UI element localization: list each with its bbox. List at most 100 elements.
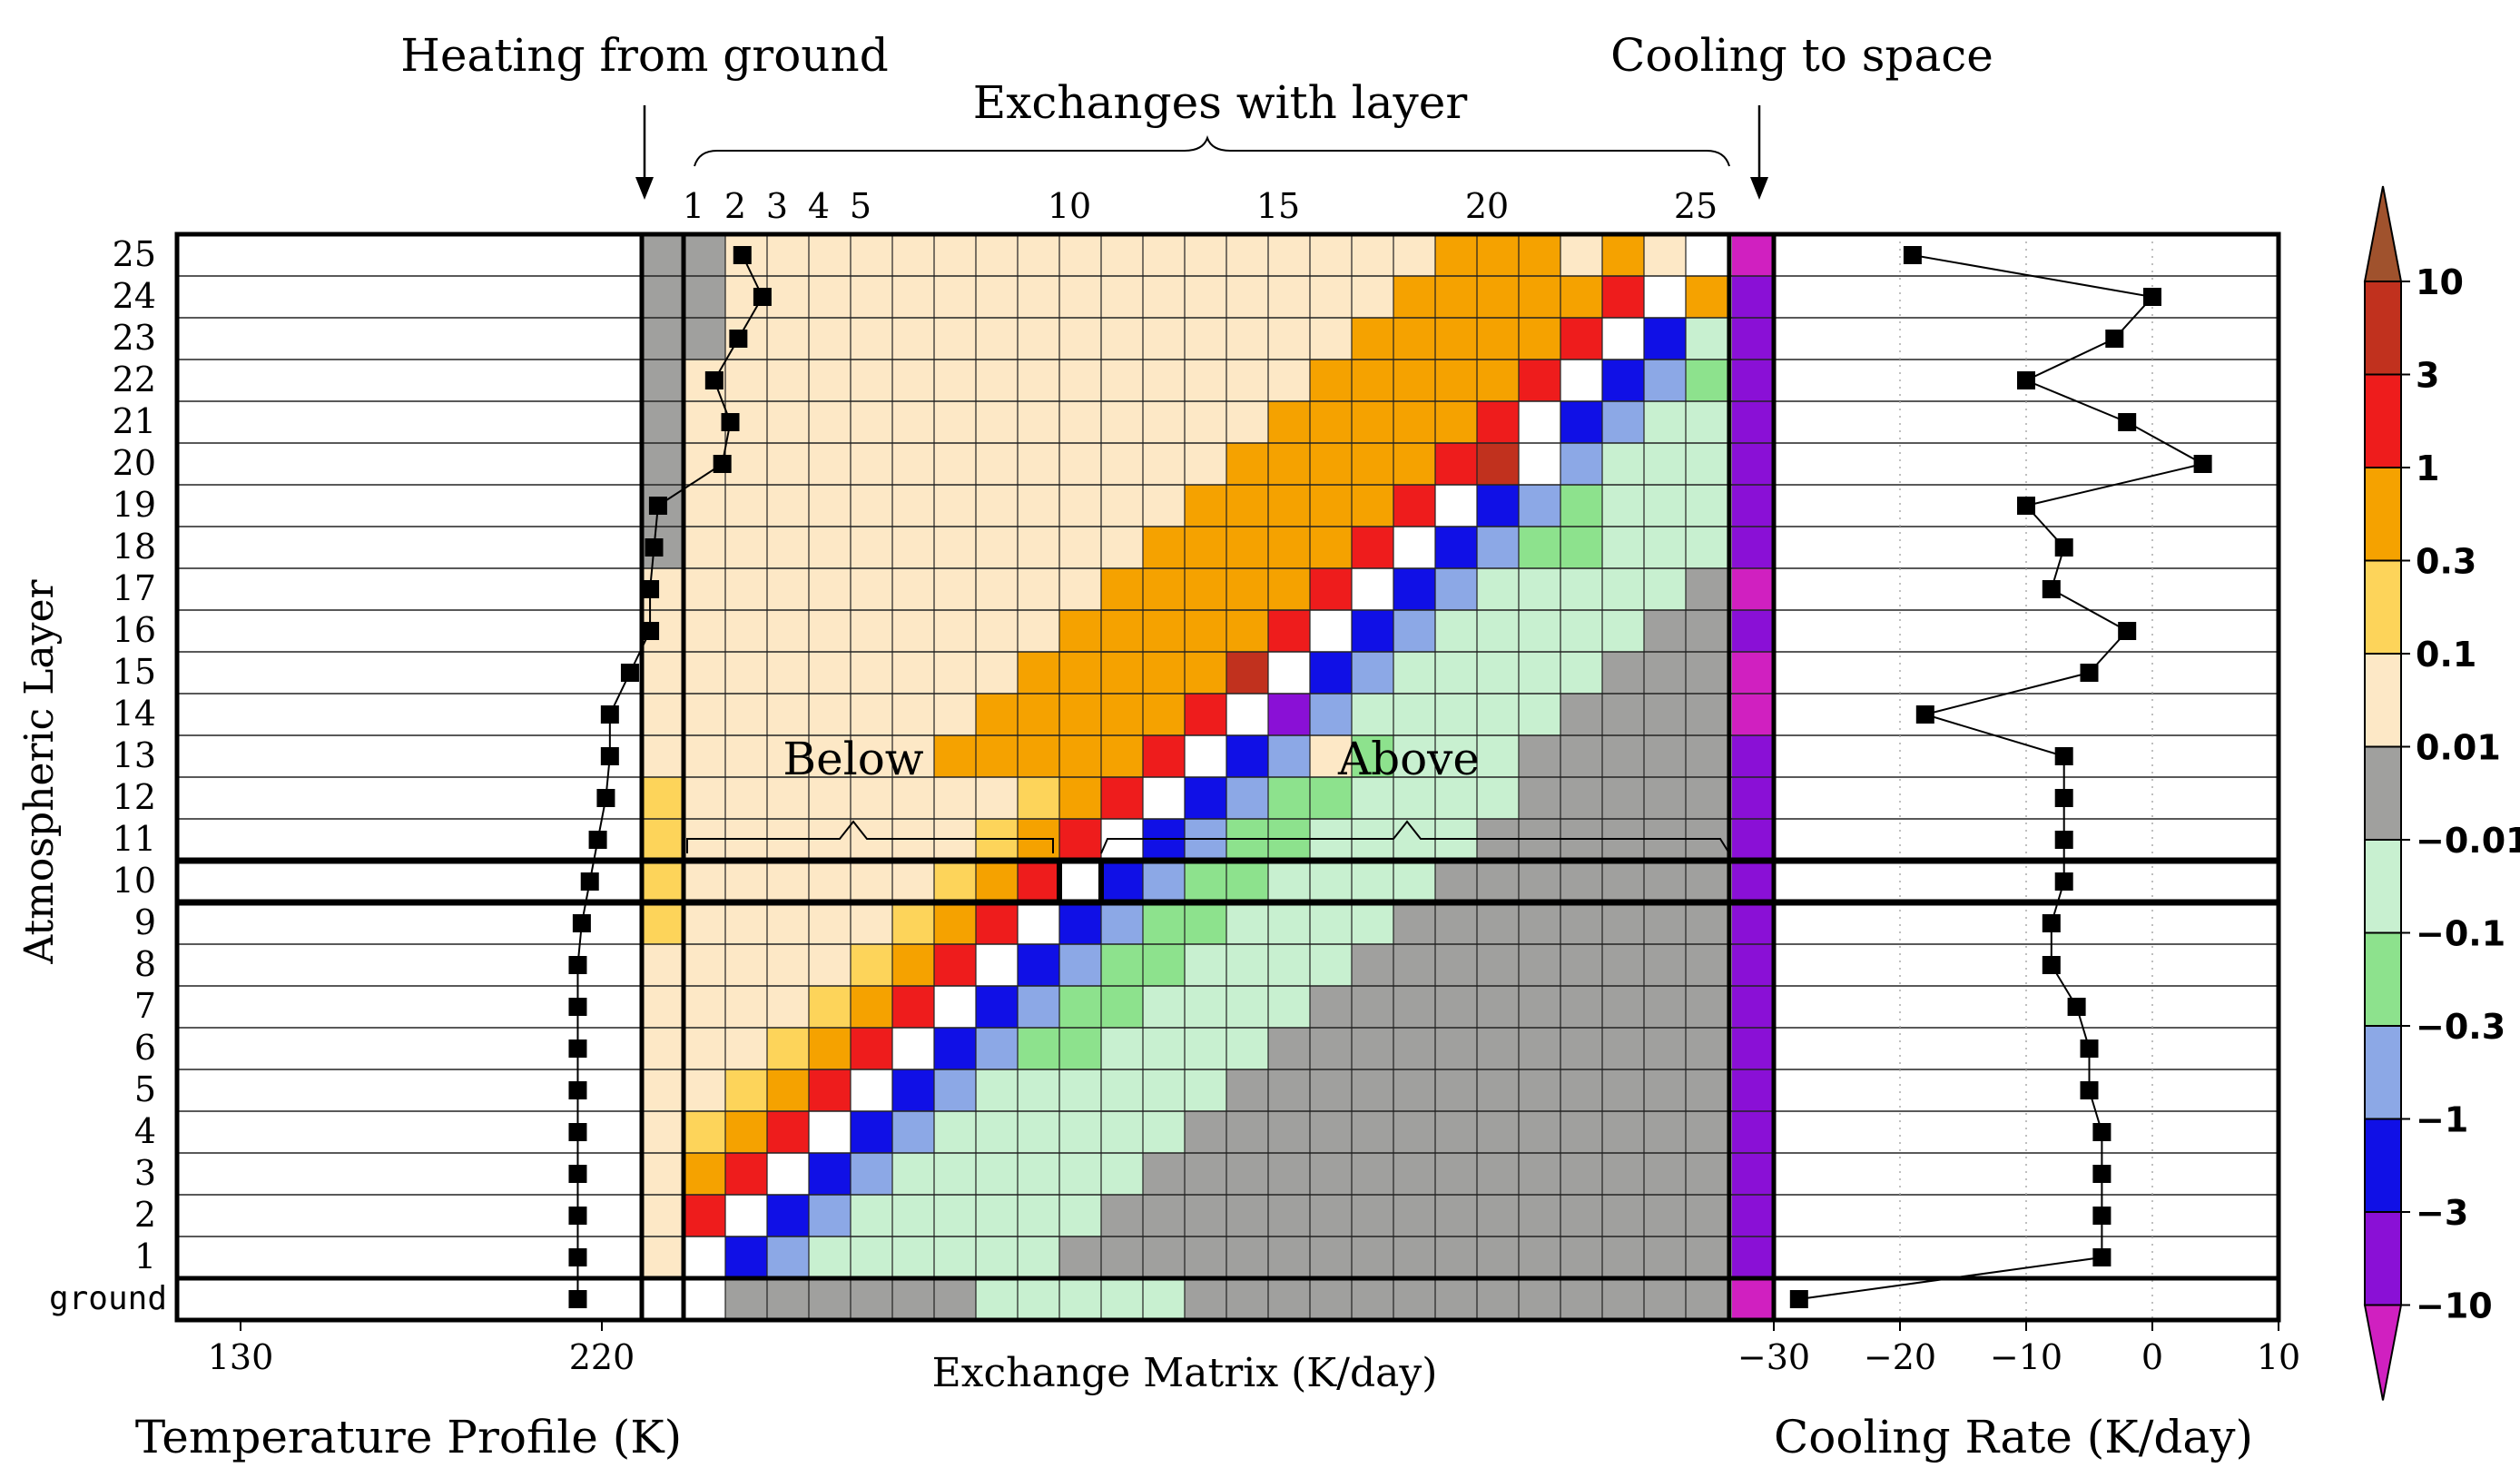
matrix-cell xyxy=(1477,777,1519,819)
matrix-cell xyxy=(1226,986,1268,1028)
cooling-cell xyxy=(1732,694,1774,735)
matrix-cell xyxy=(684,1111,725,1153)
matrix-ground-cell xyxy=(1560,1278,1602,1320)
panel-frames xyxy=(174,232,2281,1323)
matrix-cell xyxy=(1059,1236,1101,1278)
matrix-cell xyxy=(767,861,809,902)
matrix-cell xyxy=(1519,527,1560,568)
matrix-cell xyxy=(1101,1111,1143,1153)
matrix-cell xyxy=(1226,652,1268,694)
matrix-cell xyxy=(1185,276,1226,318)
matrix-cell xyxy=(1644,652,1686,694)
matrix-cell xyxy=(1602,1028,1644,1069)
matrix-cell xyxy=(1143,401,1185,443)
matrix-cell xyxy=(976,1236,1018,1278)
matrix-cell xyxy=(1059,694,1101,735)
matrix-cell xyxy=(1435,986,1477,1028)
temp-point xyxy=(588,831,607,849)
matrix-cell xyxy=(1686,986,1728,1028)
matrix-cell xyxy=(892,694,934,735)
matrix-cell xyxy=(1393,1153,1435,1195)
cooling-tick-label: 0 xyxy=(2141,1337,2163,1377)
matrix-cell xyxy=(1644,318,1686,360)
cooling-point xyxy=(1915,705,1934,724)
matrix-cell xyxy=(725,777,767,819)
matrix-cell xyxy=(767,401,809,443)
matrix-cell xyxy=(1644,1028,1686,1069)
legend-swatch xyxy=(2364,653,2402,748)
layer-label: 21 xyxy=(113,401,156,441)
heating-cell xyxy=(642,1195,684,1236)
matrix-cell xyxy=(725,485,767,527)
matrix-cell xyxy=(1059,276,1101,318)
matrix-cell xyxy=(1268,944,1310,986)
matrix-cell xyxy=(1477,1153,1519,1195)
matrix-cell xyxy=(1352,276,1393,318)
matrix-cell xyxy=(976,485,1018,527)
matrix-cell xyxy=(1018,1153,1059,1195)
matrix-cell xyxy=(1560,610,1602,652)
matrix-cell xyxy=(1435,568,1477,610)
matrix-cell xyxy=(1018,986,1059,1028)
below-brace xyxy=(686,820,1054,853)
matrix-cell xyxy=(892,777,934,819)
matrix-cell xyxy=(684,401,725,443)
matrix-cell xyxy=(1477,1028,1519,1069)
matrix-cell xyxy=(1101,1236,1143,1278)
temp-point xyxy=(568,1165,587,1183)
cooling-cell xyxy=(1732,735,1774,777)
matrix-cell xyxy=(1644,1195,1686,1236)
matrix-cell xyxy=(1686,401,1728,443)
matrix-cell xyxy=(976,777,1018,819)
matrix-cell xyxy=(1018,861,1059,902)
matrix-cell xyxy=(1185,652,1226,694)
matrix-cell xyxy=(725,1028,767,1069)
cooling-point xyxy=(2042,956,2061,974)
matrix-cell xyxy=(1101,902,1143,944)
matrix-cell xyxy=(1560,902,1602,944)
matrix-cell xyxy=(1268,1028,1310,1069)
matrix-cell xyxy=(684,1195,725,1236)
matrix-cell xyxy=(1644,777,1686,819)
matrix-cell xyxy=(1519,276,1560,318)
matrix-cell xyxy=(1686,1195,1728,1236)
matrix-cell xyxy=(1393,318,1435,360)
matrix-cell xyxy=(1519,401,1560,443)
matrix-cell xyxy=(1310,401,1352,443)
matrix-cell xyxy=(725,944,767,986)
heating-cell xyxy=(642,652,684,694)
matrix-cell xyxy=(1185,1236,1226,1278)
matrix-cell xyxy=(809,360,851,401)
matrix-cell xyxy=(809,1028,851,1069)
matrix-cell xyxy=(1644,1111,1686,1153)
matrix-cell xyxy=(1352,1028,1393,1069)
matrix-cell xyxy=(1602,485,1644,527)
matrix-cell xyxy=(1686,694,1728,735)
matrix-cell xyxy=(1268,1236,1310,1278)
matrix-cell xyxy=(1268,1195,1310,1236)
matrix-cell xyxy=(934,1069,976,1111)
matrix-cell xyxy=(1352,1195,1393,1236)
matrix-cell xyxy=(1393,1236,1435,1278)
matrix-cell xyxy=(892,735,934,777)
matrix-cell xyxy=(809,485,851,527)
matrix-top-tick: 1 xyxy=(683,186,704,226)
matrix-cell xyxy=(725,360,767,401)
matrix-top-tick: 20 xyxy=(1465,186,1509,226)
legend-label: −0.01 xyxy=(2416,821,2520,861)
matrix-cell xyxy=(1101,986,1143,1028)
matrix-cell xyxy=(1226,401,1268,443)
matrix-cell xyxy=(1059,1111,1101,1153)
matrix-cell xyxy=(1059,652,1101,694)
matrix-cell xyxy=(684,861,725,902)
matrix-cell xyxy=(1560,318,1602,360)
legend-swatch xyxy=(2364,1211,2402,1306)
matrix-cell xyxy=(1226,360,1268,401)
matrix-cell xyxy=(1560,276,1602,318)
matrix-cell xyxy=(1101,318,1143,360)
matrix-cell xyxy=(892,1236,934,1278)
matrix-cell xyxy=(1644,986,1686,1028)
matrix-cell xyxy=(809,610,851,652)
matrix-cell xyxy=(1185,1069,1226,1111)
